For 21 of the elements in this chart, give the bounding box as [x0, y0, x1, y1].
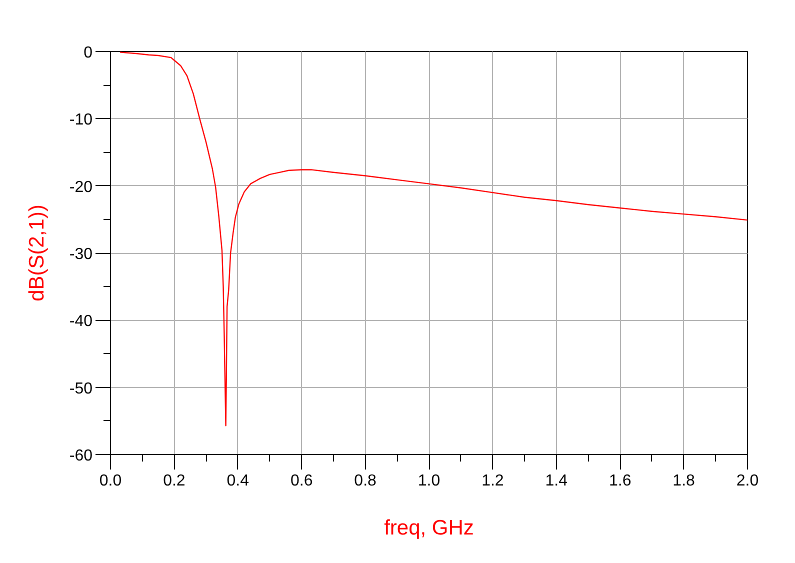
- x-tick-label: 0.8: [354, 472, 377, 490]
- x-tick-label: 0.2: [163, 472, 186, 490]
- x-axis-title: freq, GHz: [384, 516, 474, 540]
- y-tick-label: -30: [69, 246, 93, 263]
- y-tick-label: -40: [69, 313, 93, 330]
- x-tick-label: 0.6: [290, 472, 313, 490]
- x-tick-label: 1.0: [418, 472, 440, 490]
- x-tick-label: 1.6: [608, 472, 632, 490]
- y-tick-label: -10: [69, 112, 93, 129]
- x-tick-label: 1.4: [545, 472, 568, 490]
- x-tick-label: 0.4: [226, 472, 250, 490]
- y-tick-label: -20: [69, 178, 93, 196]
- x-tick-label: 0.0: [99, 472, 122, 490]
- y-tick-label: -50: [69, 380, 93, 398]
- line-series: [119, 52, 748, 426]
- y-axis-title: dB(S(2,1)): [25, 204, 48, 302]
- x-tick-label: 2.0: [736, 472, 759, 490]
- x-tick-label: 1.2: [482, 472, 504, 490]
- y-tick-label: -60: [69, 448, 93, 464]
- x-tick-label: 1.8: [672, 472, 696, 490]
- y-tick-label: 0: [84, 44, 93, 62]
